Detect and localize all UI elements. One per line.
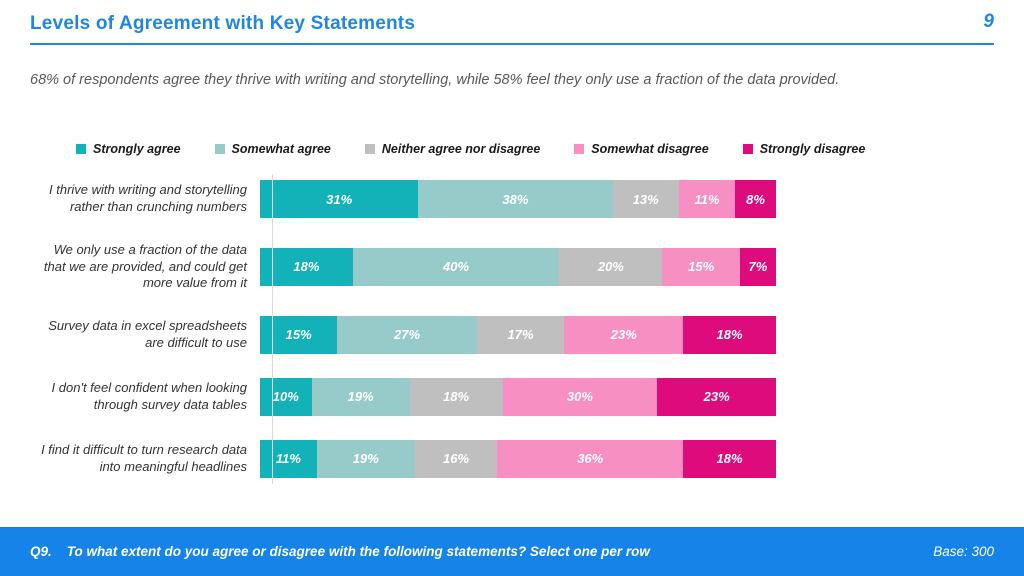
stacked-bar: 15% 27% 17% 23% 18% (260, 315, 776, 354)
base-size: Base: 300 (933, 544, 994, 559)
bar-segment: 30% (502, 377, 658, 416)
bar-segment: 18% (260, 247, 353, 286)
footer-question: Q9. To what extent do you agree or disag… (30, 544, 650, 559)
bar-segment: 18% (683, 315, 776, 354)
bar-segment: 18% (683, 439, 776, 478)
chart-row: I find it difficult to turn research dat… (30, 439, 776, 478)
legend-item: Strongly disagree (742, 142, 866, 156)
bar-segment: 19% (316, 439, 415, 478)
key-finding-text: 68% of respondents agree they thrive wit… (30, 72, 840, 88)
bar-segment: 7% (739, 247, 776, 286)
legend-label: Neither agree nor disagree (381, 142, 541, 156)
bar-segment: 19% (311, 377, 410, 416)
legend-label: Somewhat agree (231, 142, 331, 156)
legend-label: Strongly agree (93, 142, 181, 156)
bar-segment: 27% (337, 315, 477, 354)
question-number: Q9. (30, 544, 52, 559)
bar-segment: 20% (559, 247, 663, 286)
bar-segment: 16% (414, 439, 498, 478)
bar-segment: 31% (260, 180, 419, 218)
chart-row: I don't feel confident when looking thro… (30, 377, 776, 416)
chart-row: Survey data in excel spreadsheets are di… (30, 315, 776, 354)
bar-segment: 17% (476, 315, 565, 354)
legend-item: Somewhat disagree (574, 142, 709, 156)
stacked-bar: 11% 19% 16% 36% 18% (260, 439, 776, 478)
bar-segment: 8% (735, 180, 776, 218)
legend-swatch-icon (364, 144, 375, 154)
bar-segment: 38% (418, 180, 613, 218)
axis-line (272, 174, 273, 484)
legend-swatch-icon (214, 144, 225, 154)
legend-swatch-icon (574, 144, 585, 154)
legend-label: Somewhat disagree (591, 142, 709, 156)
question-text: To what extent do you agree or disagree … (66, 544, 650, 559)
bar-segment: 13% (612, 180, 679, 218)
stacked-bar: 18% 40% 20% 15% 7% (260, 247, 776, 286)
legend-item: Somewhat agree (214, 142, 331, 156)
legend-swatch-icon (76, 144, 86, 154)
row-label: I find it difficult to turn research dat… (41, 442, 247, 474)
legend-item: Neither agree nor disagree (364, 142, 541, 156)
stacked-bar-chart: I thrive with writing and storytelling r… (30, 174, 776, 502)
bar-segment: 11% (678, 180, 736, 218)
bar-segment: 10% (260, 377, 312, 416)
bar-segment: 36% (497, 439, 684, 478)
bar-segment: 40% (352, 247, 560, 286)
bar-segment: 23% (657, 377, 776, 416)
footer-bar: Q9. To what extent do you agree or disag… (0, 527, 1024, 576)
bar-segment: 18% (409, 377, 503, 416)
stacked-bar: 31% 38% 13% 11% 8% (260, 180, 776, 218)
row-label: We only use a fraction of the data that … (43, 242, 247, 291)
chart-row: We only use a fraction of the data that … (30, 242, 776, 292)
page-title: Levels of Agreement with Key Statements (30, 13, 416, 34)
row-label: Survey data in excel spreadsheets are di… (48, 318, 247, 350)
chart-row: I thrive with writing and storytelling r… (30, 180, 776, 218)
row-label: I don't feel confident when looking thro… (51, 380, 247, 412)
legend-item: Strongly agree (76, 142, 181, 156)
chart-rows: I thrive with writing and storytelling r… (30, 180, 776, 478)
bar-segment: 11% (260, 439, 317, 478)
header-divider (30, 43, 994, 45)
row-label: I thrive with writing and storytelling r… (49, 182, 247, 214)
chart-legend: Strongly agree Somewhat agree Neither agre… (76, 142, 865, 156)
page-number: 9 (983, 11, 994, 32)
bar-segment: 23% (564, 315, 684, 354)
stacked-bar: 10% 19% 18% 30% 23% (260, 377, 776, 416)
bar-segment: 15% (662, 247, 740, 286)
legend-label: Strongly disagree (759, 142, 866, 156)
legend-swatch-icon (742, 144, 753, 154)
